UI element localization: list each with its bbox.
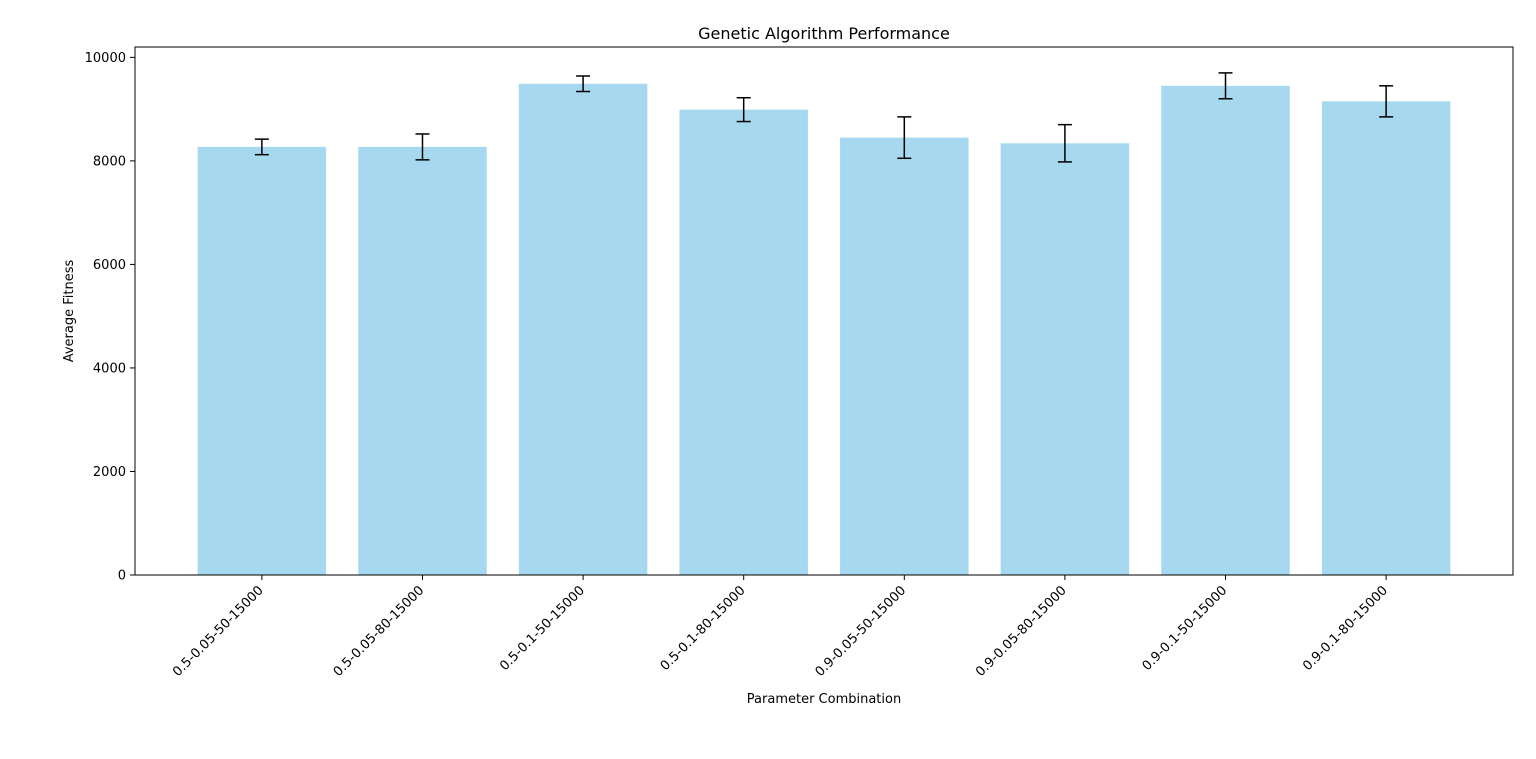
y-axis-label: Average Fitness: [62, 260, 77, 363]
bar-2: [358, 146, 487, 575]
bar-4: [679, 109, 808, 576]
chart-title: Genetic Algorithm Performance: [698, 24, 950, 43]
x-axis-label: Parameter Combination: [747, 692, 901, 707]
error-bar-2: [415, 133, 430, 161]
y-tick-label: 8000: [93, 154, 126, 169]
error-bar-1: [254, 138, 269, 156]
y-tick-label: 0: [118, 569, 126, 584]
x-tick-label: 0.5-0.1-50-15000: [497, 583, 588, 674]
bars-layer: [197, 83, 1451, 576]
y-tick-label: 6000: [93, 258, 126, 273]
y-tick-label: 4000: [93, 361, 126, 376]
bar-7: [1161, 85, 1290, 575]
x-tick-label: 0.5-0.05-80-15000: [331, 583, 428, 680]
x-tick-label: 0.9-0.1-80-15000: [1300, 583, 1391, 674]
x-tick-label: 0.5-0.05-50-15000: [170, 583, 267, 680]
bar-3: [518, 83, 648, 576]
x-tick-label: 0.9-0.05-50-15000: [813, 583, 910, 680]
bar-6: [1000, 143, 1130, 575]
x-axis: 0.5-0.05-50-15000 0.5-0.05-80-15000 0.5-0.…: [170, 575, 1391, 680]
x-tick-label: 0.5-0.1-80-15000: [658, 583, 749, 674]
error-bar-8: [1379, 85, 1394, 118]
y-axis: 0 2000 4000 6000 8000 10000: [85, 51, 135, 584]
bar-8: [1321, 101, 1451, 576]
x-tick-label: 0.9-0.1-50-15000: [1140, 583, 1231, 674]
y-tick-label: 10000: [85, 51, 126, 66]
error-bar-7: [1218, 72, 1233, 100]
error-bar-5: [897, 116, 912, 160]
bar-5: [840, 137, 969, 575]
error-bar-4: [736, 96, 751, 123]
error-bar-3: [576, 75, 591, 93]
bar-1: [197, 146, 327, 575]
plot-frame: [134, 46, 1514, 576]
error-bars-layer: [254, 72, 1394, 163]
y-tick-label: 2000: [93, 465, 126, 480]
x-tick-label: 0.9-0.05-80-15000: [973, 583, 1070, 680]
error-bar-6: [1057, 123, 1072, 163]
